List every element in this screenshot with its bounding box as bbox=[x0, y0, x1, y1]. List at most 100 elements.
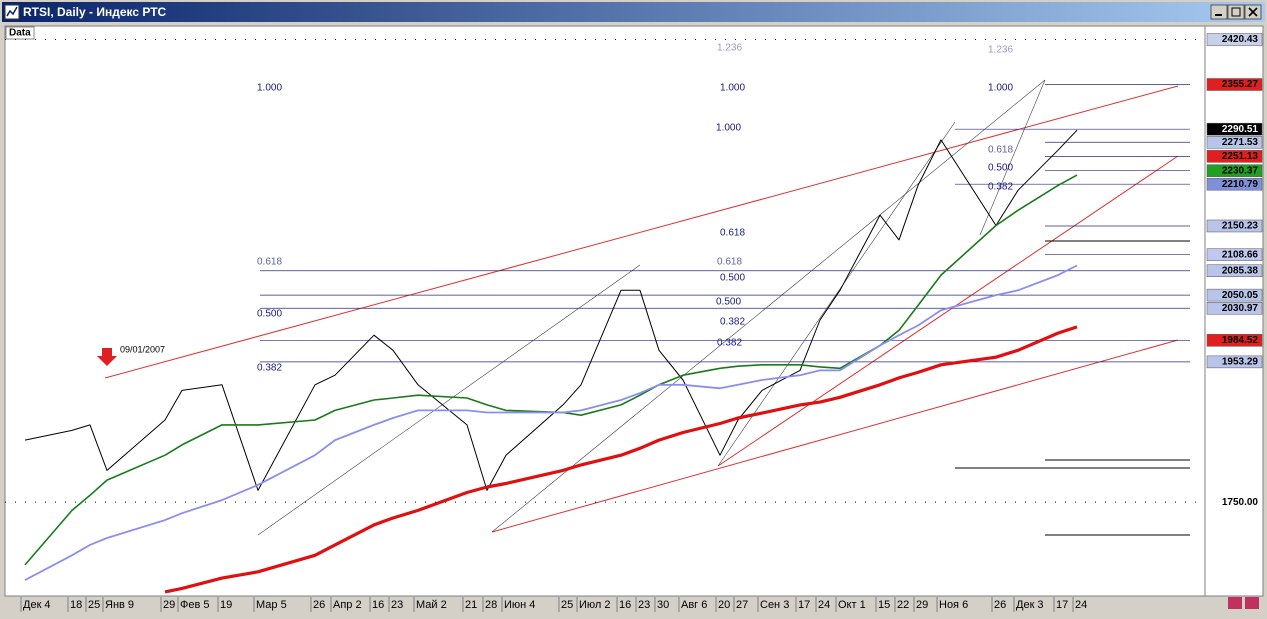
price-label: 1953.29 bbox=[1222, 357, 1259, 368]
price-label-box bbox=[1206, 334, 1263, 347]
price-label-box bbox=[1206, 219, 1263, 233]
fib-label: 0.500 bbox=[257, 309, 282, 320]
x-tick-label: 17 bbox=[798, 599, 810, 611]
x-tick-label: Янв 9 bbox=[105, 599, 134, 611]
channel-line bbox=[104, 85, 1179, 379]
close-glyph bbox=[1248, 7, 1258, 17]
maximize-button[interactable] bbox=[1227, 4, 1245, 20]
fib-label: 1.000 bbox=[720, 83, 745, 94]
window-controls[interactable] bbox=[1210, 4, 1262, 20]
x-tick-label: 29 bbox=[163, 599, 175, 611]
channel-line bbox=[717, 155, 1179, 467]
x-tick-label: Фев 5 bbox=[180, 599, 210, 611]
marker-arrow bbox=[97, 348, 117, 366]
x-tick-label: 26 bbox=[994, 599, 1006, 611]
x-tick-label: 26 bbox=[313, 599, 325, 611]
x-tick-label: 17 bbox=[1056, 599, 1068, 611]
fib-label: 0.382 bbox=[717, 338, 742, 349]
x-tick-label: Авг 6 bbox=[681, 599, 707, 611]
price-label: 2355.27 bbox=[1222, 79, 1259, 90]
x-tick-label: Ноя 6 bbox=[939, 599, 968, 611]
panel-label-box bbox=[5, 26, 35, 40]
x-tick-label: 15 bbox=[878, 599, 890, 611]
moving-average bbox=[164, 325, 1078, 594]
fib-line bbox=[717, 121, 956, 467]
price-label: 2085.38 bbox=[1222, 265, 1259, 276]
fib-label: 0.618 bbox=[257, 257, 282, 268]
x-tick-label: 24 bbox=[818, 599, 830, 611]
price-label-box bbox=[1206, 164, 1263, 177]
minimize-button[interactable] bbox=[1210, 4, 1228, 20]
x-tick-label: 23 bbox=[391, 599, 403, 611]
price-label-box bbox=[1206, 78, 1263, 91]
x-tick-label: 29 bbox=[916, 599, 928, 611]
x-tick-label: 28 bbox=[485, 599, 497, 611]
window-title: RTSI, Daily - Индекс РТС bbox=[23, 5, 167, 19]
fib-label: 0.618 bbox=[720, 228, 745, 239]
x-tick-label: Окт 1 bbox=[838, 599, 866, 611]
moving-average bbox=[24, 264, 1078, 581]
fib-label: 0.618 bbox=[988, 145, 1013, 156]
price-label-box bbox=[1206, 264, 1263, 277]
fib-label: 1.000 bbox=[988, 83, 1013, 94]
fib-line bbox=[491, 79, 1046, 533]
fib-label: 0.500 bbox=[716, 297, 741, 308]
fib-label: 0.618 bbox=[717, 257, 742, 268]
price-label: 2108.66 bbox=[1222, 249, 1259, 260]
fib-label: 1.000 bbox=[716, 123, 741, 134]
x-tick-label: 16 bbox=[372, 599, 384, 611]
price-label-box bbox=[1206, 33, 1263, 46]
chart-layer: 2420.43 2355.27 2290.51 2271.53 2251.13 2230.… bbox=[5, 33, 1263, 612]
price-label-box bbox=[1206, 288, 1263, 302]
price-label-box bbox=[1206, 248, 1263, 261]
panel-label: Data bbox=[9, 28, 31, 39]
fib-line bbox=[979, 79, 1046, 236]
fib-label: 1.236 bbox=[717, 43, 742, 54]
price-label-box bbox=[1206, 177, 1263, 191]
x-tick-label: 20 bbox=[718, 599, 730, 611]
status-icon[interactable] bbox=[1245, 597, 1259, 609]
price-label: 1750.00 bbox=[1222, 497, 1259, 508]
maximize-glyph bbox=[1231, 7, 1241, 17]
x-tick-label: 16 bbox=[619, 599, 631, 611]
x-tick-label: Дек 4 bbox=[23, 599, 51, 611]
moving-average bbox=[24, 174, 1078, 566]
price-label-box bbox=[1206, 355, 1263, 369]
x-tick-label: 25 bbox=[561, 599, 573, 611]
price-label-box bbox=[1206, 136, 1263, 149]
x-tick-label: 19 bbox=[220, 599, 232, 611]
price-label: 2251.13 bbox=[1222, 151, 1259, 162]
fib-line bbox=[257, 264, 641, 536]
x-tick-label: Июн 4 bbox=[504, 599, 535, 611]
x-tick-label: 18 bbox=[70, 599, 82, 611]
x-tick-label: 22 bbox=[897, 599, 909, 611]
price-label-box bbox=[1206, 122, 1263, 136]
price-label-box bbox=[1207, 496, 1262, 509]
fib-label: 1.000 bbox=[257, 83, 282, 94]
title-bar bbox=[2, 2, 1265, 22]
x-tick-label: 25 bbox=[88, 599, 100, 611]
price-label-box bbox=[1206, 302, 1263, 315]
app-icon-glyph bbox=[6, 6, 18, 17]
plot-area bbox=[4, 25, 1206, 597]
price-label: 1984.52 bbox=[1222, 335, 1259, 346]
date-annotation: 09/01/2007 bbox=[120, 344, 165, 354]
x-tick-label: 24 bbox=[1075, 599, 1087, 611]
fib-label: 0.382 bbox=[988, 182, 1013, 193]
status-icon[interactable] bbox=[1228, 597, 1242, 609]
x-tick-label: Апр 2 bbox=[333, 599, 362, 611]
price-label: 2420.43 bbox=[1222, 34, 1259, 45]
x-tick-label: Мар 5 bbox=[256, 599, 287, 611]
price-label: 2150.23 bbox=[1222, 221, 1259, 232]
channel-line bbox=[491, 339, 1179, 533]
x-tick-label: 21 bbox=[465, 599, 477, 611]
price-label: 2210.79 bbox=[1222, 179, 1259, 190]
x-tick-label: 30 bbox=[657, 599, 669, 611]
x-tick-label: Июл 2 bbox=[579, 599, 611, 611]
price-label: 2050.05 bbox=[1222, 290, 1259, 301]
price-label: 2230.37 bbox=[1222, 165, 1259, 176]
x-tick-label: Сен 3 bbox=[760, 599, 789, 611]
price-label: 2030.97 bbox=[1222, 303, 1259, 314]
x-tick-label: Май 2 bbox=[416, 599, 447, 611]
